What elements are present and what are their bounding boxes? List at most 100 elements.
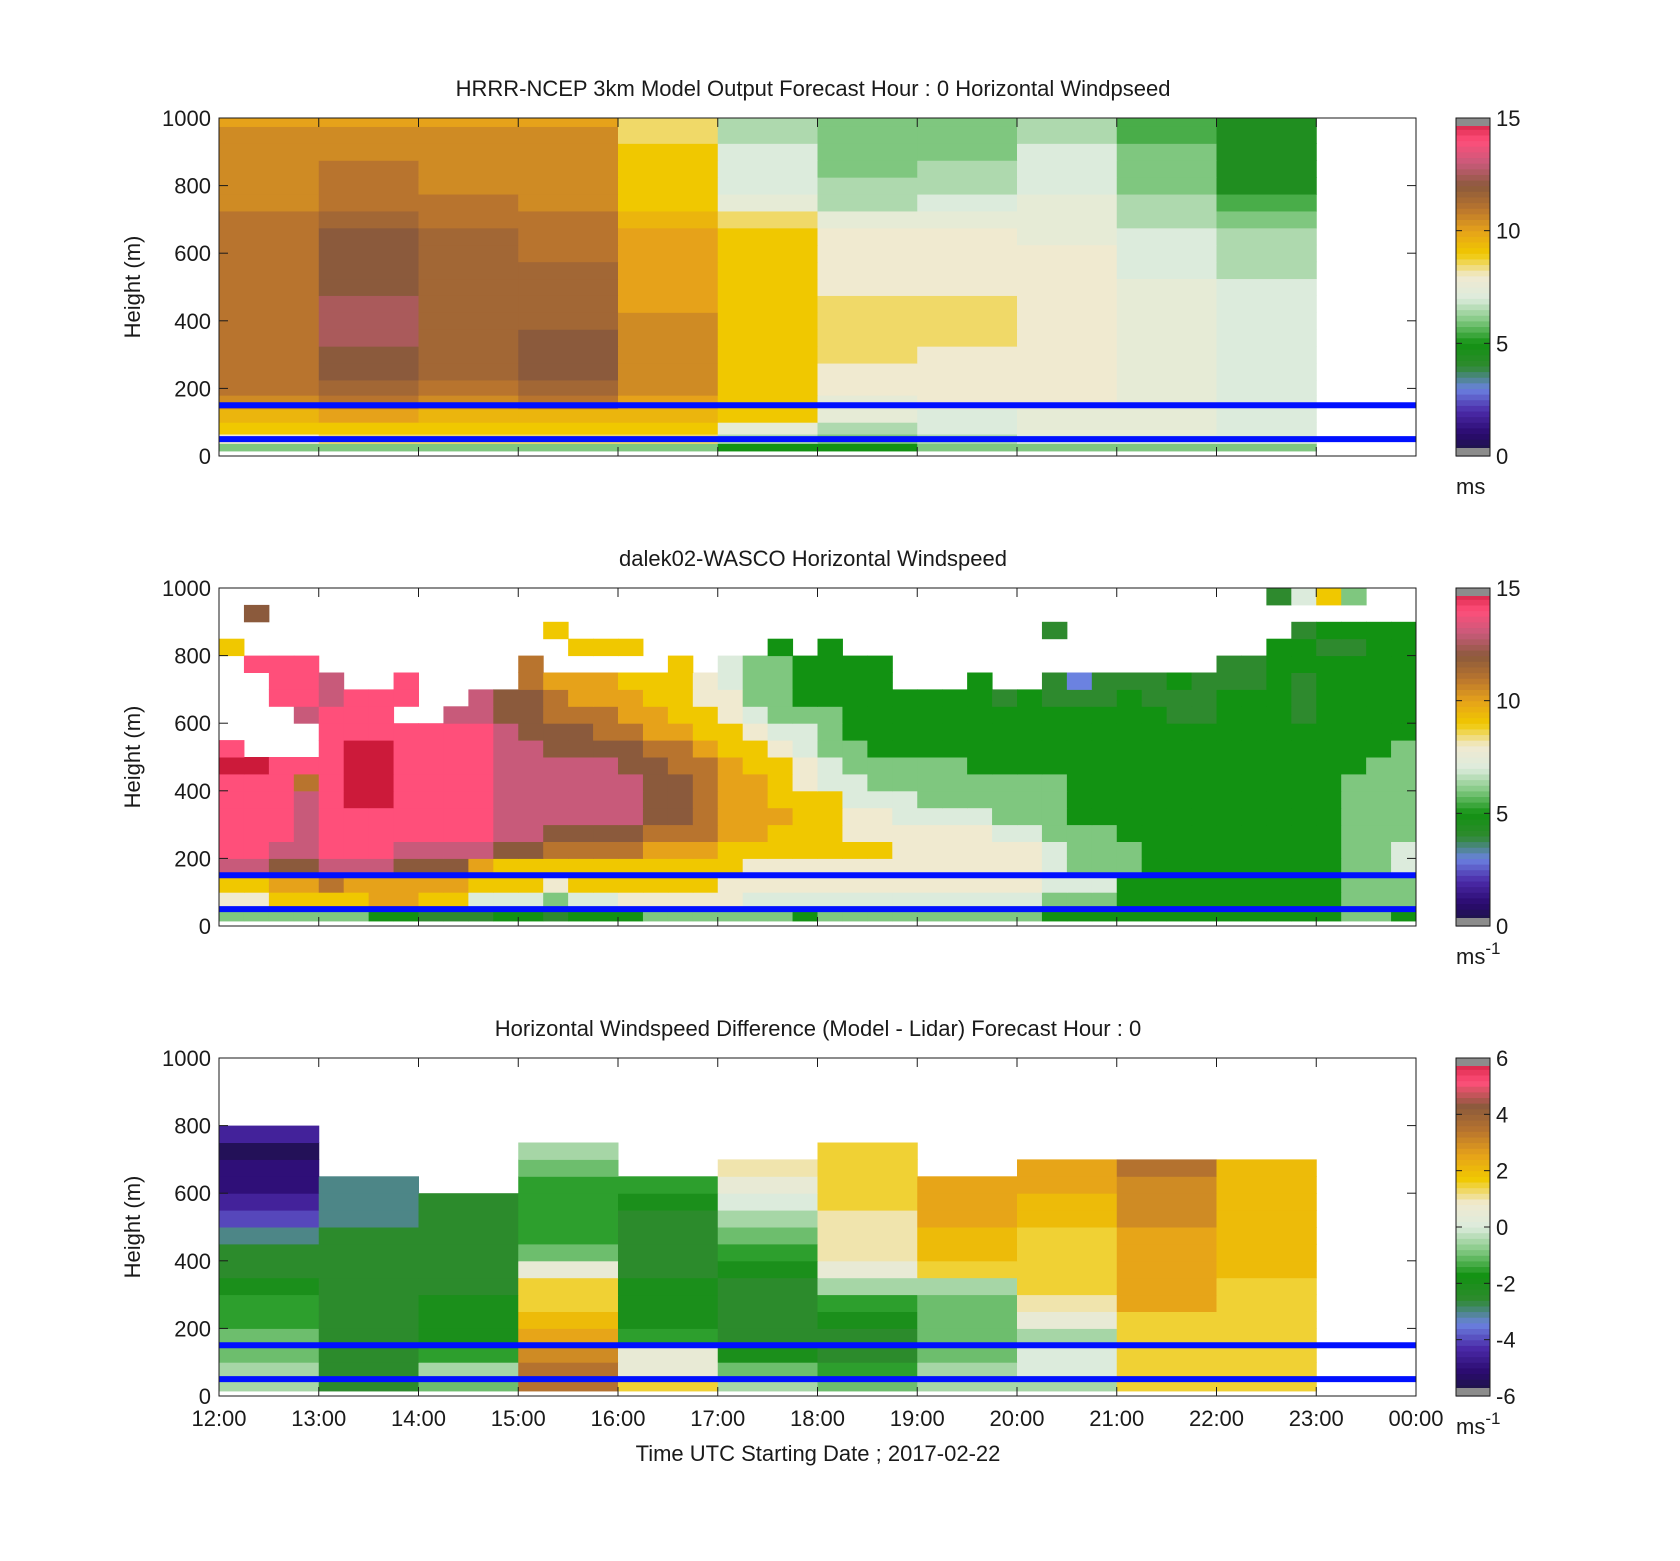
heatmap-cell xyxy=(318,422,419,435)
colorbar-segment xyxy=(1456,1086,1490,1093)
heatmap-cell xyxy=(867,909,893,922)
heatmap-cell xyxy=(219,379,320,396)
heatmap-cell xyxy=(867,706,893,724)
heatmap-cell xyxy=(917,363,1018,381)
heatmap-cell xyxy=(792,841,818,859)
heatmap-cell xyxy=(493,706,519,724)
heatmap-cell xyxy=(1316,655,1342,673)
heatmap-cell xyxy=(1216,1328,1317,1346)
panel-model-title: HRRR-NCEP 3km Model Output Forecast Hour… xyxy=(456,76,1171,101)
heatmap-cell xyxy=(1216,773,1242,792)
heatmap-cell xyxy=(1041,875,1068,893)
heatmap-cell xyxy=(1066,841,1093,859)
colorbar-segment xyxy=(1456,168,1490,175)
heatmap-cell xyxy=(368,740,395,758)
heatmap-cell xyxy=(1017,824,1043,842)
heatmap-cell xyxy=(717,1294,818,1312)
heatmap-cell xyxy=(1216,841,1242,859)
colorbar-segment xyxy=(1456,1266,1490,1273)
heatmap-cell xyxy=(1191,773,1217,792)
heatmap-cell xyxy=(219,329,320,347)
heatmap-cell xyxy=(1291,672,1317,690)
heatmap-cell xyxy=(518,706,544,724)
heatmap-cell xyxy=(1391,740,1417,758)
colorbar-segment xyxy=(1456,225,1490,232)
heatmap-cell xyxy=(1116,858,1143,876)
heatmap-cell xyxy=(443,841,469,859)
heatmap-cell xyxy=(219,346,320,364)
heatmap-cell xyxy=(1141,875,1168,893)
heatmap-cell xyxy=(318,177,419,195)
colorbar-segment xyxy=(1456,1170,1490,1177)
heatmap-cell xyxy=(942,706,968,724)
heatmap-cell xyxy=(468,740,494,758)
colorbar-segment xyxy=(1456,1210,1490,1217)
colorbar-segment xyxy=(1456,1249,1490,1256)
heatmap-cell xyxy=(418,773,444,792)
heatmap-cell xyxy=(1316,757,1342,775)
heatmap-cell xyxy=(518,126,619,144)
heatmap-cell xyxy=(568,672,594,690)
heatmap-cell xyxy=(618,638,644,657)
heatmap-cell xyxy=(418,1294,519,1312)
heatmap-cell xyxy=(817,858,843,876)
heatmap-cell xyxy=(293,807,320,826)
heatmap-cell xyxy=(1316,706,1342,724)
heatmap-cell xyxy=(1116,740,1143,758)
heatmap-cell xyxy=(1241,841,1267,859)
heatmap-cell xyxy=(917,278,1018,296)
heatmap-cell xyxy=(942,858,968,876)
heatmap-cell xyxy=(717,875,744,893)
heatmap-cell xyxy=(1366,807,1392,826)
heatmap-cell xyxy=(1116,1193,1217,1211)
heatmap-cell xyxy=(268,841,295,859)
y-tick-label: 400 xyxy=(174,309,211,334)
heatmap-cell xyxy=(618,909,644,922)
heatmap-cell xyxy=(1366,655,1392,673)
heatmap-cell xyxy=(892,723,918,741)
heatmap-cell xyxy=(1116,841,1143,859)
heatmap-cell xyxy=(792,858,818,876)
heatmap-cell xyxy=(967,892,993,910)
heatmap-cell xyxy=(1017,740,1043,758)
heatmap-cell xyxy=(368,875,395,893)
heatmap-cell xyxy=(568,757,594,775)
colorbar-segment xyxy=(1456,914,1490,921)
heatmap-cell xyxy=(642,875,669,893)
heatmap-cell xyxy=(992,824,1018,842)
heatmap-cell xyxy=(867,672,893,690)
heatmap-cell xyxy=(293,706,320,724)
heatmap-cell xyxy=(518,757,544,775)
heatmap-cell xyxy=(468,824,494,842)
heatmap-cell xyxy=(1216,295,1317,313)
heatmap-cell xyxy=(1017,909,1043,922)
heatmap-cell xyxy=(1017,126,1118,144)
heatmap-cell xyxy=(518,1176,619,1194)
heatmap-cell xyxy=(1017,841,1043,859)
heatmap-cell xyxy=(767,638,794,657)
colorbar-tick-label: -2 xyxy=(1496,1271,1516,1296)
heatmap-cell xyxy=(817,1277,918,1296)
heatmap-cell xyxy=(1017,1311,1118,1329)
colorbar-tick-label: 5 xyxy=(1496,801,1508,826)
heatmap-cell xyxy=(1041,807,1068,826)
heatmap-cell xyxy=(1316,841,1342,859)
heatmap-cell xyxy=(418,143,519,161)
heatmap-cell xyxy=(1017,1328,1118,1346)
heatmap-cell xyxy=(293,689,320,707)
heatmap-cell xyxy=(568,909,594,922)
heatmap-cell xyxy=(593,706,619,724)
heatmap-cell xyxy=(1191,858,1217,876)
heatmap-cell xyxy=(1391,824,1417,842)
colorbar-segment xyxy=(1456,281,1490,288)
heatmap-cell xyxy=(618,740,644,758)
heatmap-cell xyxy=(543,723,569,741)
heatmap-cell xyxy=(817,126,918,144)
heatmap-cell xyxy=(1316,875,1342,893)
heatmap-cell xyxy=(917,1379,1018,1392)
heatmap-cell xyxy=(618,177,719,195)
heatmap-cell xyxy=(692,841,719,859)
heatmap-cell xyxy=(293,824,320,842)
colorbar-segment xyxy=(1456,1379,1490,1386)
heatmap-cell xyxy=(717,1345,818,1363)
